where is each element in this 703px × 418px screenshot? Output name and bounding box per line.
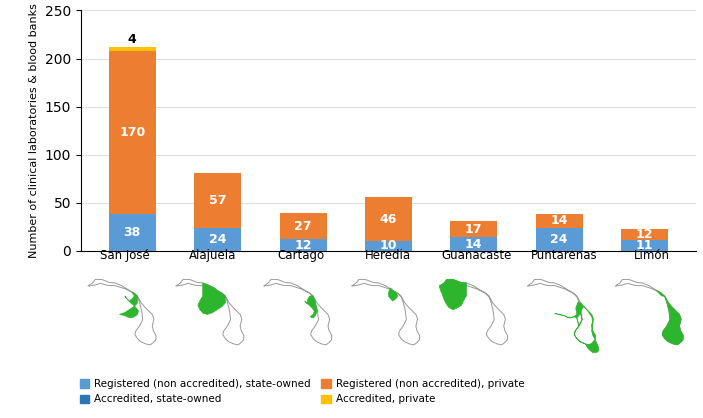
Polygon shape bbox=[555, 303, 599, 352]
Text: 27: 27 bbox=[295, 220, 312, 233]
Bar bbox=[365, 197, 412, 241]
Text: 170: 170 bbox=[119, 126, 146, 139]
Bar bbox=[194, 228, 241, 251]
Text: 38: 38 bbox=[124, 226, 141, 239]
Polygon shape bbox=[120, 293, 138, 318]
Text: Alajuela: Alajuela bbox=[189, 249, 236, 262]
Text: Cartago: Cartago bbox=[277, 249, 324, 262]
Bar bbox=[365, 241, 412, 251]
Bar bbox=[621, 240, 668, 251]
Text: 14: 14 bbox=[465, 237, 482, 250]
Polygon shape bbox=[305, 296, 318, 318]
Text: Guanacaste: Guanacaste bbox=[441, 249, 512, 262]
Text: Limón: Limón bbox=[634, 249, 670, 262]
Bar bbox=[280, 239, 326, 251]
Polygon shape bbox=[198, 283, 226, 314]
Text: 11: 11 bbox=[636, 239, 653, 252]
Text: 46: 46 bbox=[380, 213, 397, 226]
Text: 24: 24 bbox=[550, 233, 568, 246]
Text: 57: 57 bbox=[209, 194, 226, 207]
Bar bbox=[536, 228, 583, 251]
Bar bbox=[194, 173, 241, 228]
Polygon shape bbox=[264, 279, 332, 345]
Text: 4: 4 bbox=[128, 33, 136, 46]
Text: Heredia: Heredia bbox=[366, 249, 411, 262]
Bar bbox=[280, 213, 326, 239]
Polygon shape bbox=[88, 279, 156, 345]
Bar bbox=[109, 51, 156, 214]
Bar bbox=[451, 237, 497, 251]
Polygon shape bbox=[176, 279, 244, 345]
Text: 12: 12 bbox=[295, 239, 312, 252]
Text: Puntarenas: Puntarenas bbox=[531, 249, 598, 262]
Bar bbox=[109, 47, 156, 51]
Polygon shape bbox=[388, 288, 398, 301]
Text: 12: 12 bbox=[636, 228, 653, 241]
Polygon shape bbox=[352, 279, 420, 345]
Text: 24: 24 bbox=[209, 233, 226, 246]
Text: 10: 10 bbox=[380, 240, 397, 252]
Polygon shape bbox=[527, 279, 595, 345]
Bar bbox=[621, 229, 668, 240]
Polygon shape bbox=[439, 279, 466, 310]
Polygon shape bbox=[657, 290, 683, 345]
Text: San José: San José bbox=[100, 249, 150, 262]
Bar bbox=[536, 214, 583, 228]
Text: 14: 14 bbox=[550, 214, 568, 227]
Polygon shape bbox=[615, 279, 683, 345]
Bar bbox=[451, 221, 497, 237]
Y-axis label: Number of clinical laboratories & blood banks: Number of clinical laboratories & blood … bbox=[30, 3, 39, 258]
Text: 17: 17 bbox=[465, 223, 482, 236]
Polygon shape bbox=[439, 279, 508, 345]
Legend: Registered (non accredited), state-owned, Accredited, state-owned, Registered (n: Registered (non accredited), state-owned… bbox=[75, 375, 529, 409]
Bar bbox=[109, 214, 156, 251]
